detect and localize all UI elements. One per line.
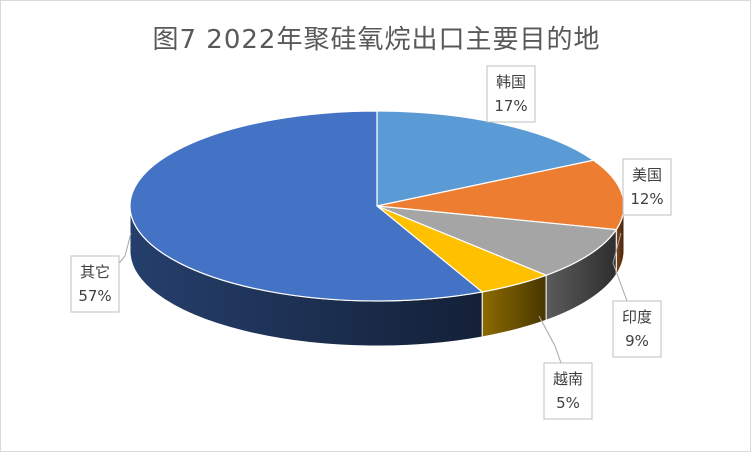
- data-label-category-2: 印度: [622, 308, 652, 326]
- slice-4: [129, 110, 484, 302]
- chart-title: 图7 2022年聚硅氧烷出口主要目的地: [152, 25, 601, 55]
- leader-line-2: [612, 232, 628, 302]
- data-label-box-1: [622, 158, 672, 216]
- data-label-category-3: 越南: [553, 370, 583, 388]
- data-label-value-0: 17%: [494, 97, 527, 115]
- data-label-value-1: 12%: [630, 190, 663, 208]
- data-label-value-3: 5%: [556, 394, 580, 412]
- data-label-value-4: 57%: [78, 287, 111, 305]
- slice-1: [376, 159, 625, 231]
- data-label-value-2: 9%: [625, 332, 649, 350]
- data-label-box-0: [486, 65, 536, 123]
- data-label-box-2: [612, 300, 662, 358]
- leader-line-3: [538, 315, 562, 364]
- slice-2: [376, 205, 618, 276]
- leader-line-4: [118, 232, 132, 264]
- data-label-box-4: [70, 255, 120, 313]
- data-label-box-3: [543, 362, 593, 420]
- data-label-category-1: 美国: [632, 166, 662, 184]
- data-label-category-0: 韩国: [496, 73, 526, 91]
- slice-0: [376, 110, 595, 207]
- data-label-category-4: 其它: [80, 263, 110, 281]
